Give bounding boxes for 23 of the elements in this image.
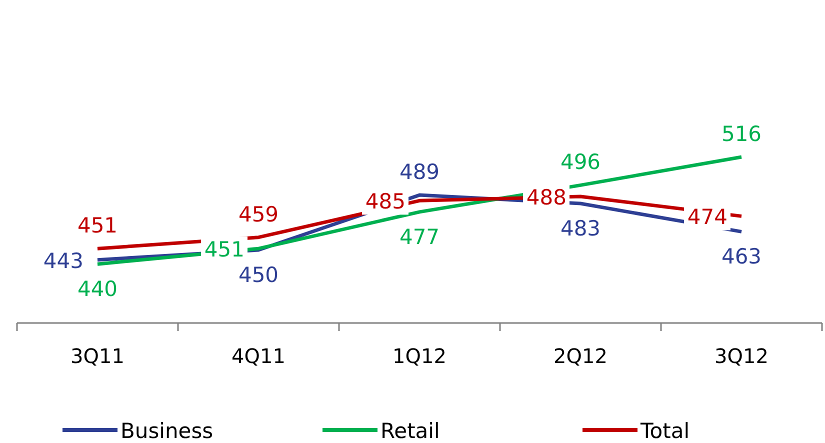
data-label: 440 bbox=[77, 277, 118, 302]
data-label: 488 bbox=[526, 185, 566, 210]
data-label: 451 bbox=[204, 238, 244, 262]
x-tick-label: 4Q11 bbox=[232, 344, 286, 368]
data-label: 483 bbox=[560, 216, 601, 241]
data-label: 450 bbox=[238, 263, 279, 288]
legend-label: Business bbox=[120, 419, 214, 443]
data-label: 477 bbox=[399, 224, 440, 249]
data-label: 443 bbox=[43, 248, 84, 273]
legend-label: Total bbox=[640, 419, 690, 443]
legend-label: Retail bbox=[380, 419, 440, 443]
data-label: 489 bbox=[399, 160, 440, 184]
data-label: 459 bbox=[238, 202, 279, 226]
data-label: 474 bbox=[687, 205, 728, 230]
data-label: 451 bbox=[77, 214, 118, 238]
data-label: 463 bbox=[721, 244, 762, 269]
data-label: 496 bbox=[560, 150, 601, 174]
data-label: 485 bbox=[365, 190, 406, 214]
data-label: 516 bbox=[721, 122, 762, 146]
x-tick-label: 1Q12 bbox=[392, 344, 446, 368]
x-tick-label: 3Q11 bbox=[70, 344, 124, 368]
x-tick-label: 2Q12 bbox=[554, 344, 608, 368]
x-tick-label: 3Q12 bbox=[714, 344, 768, 368]
